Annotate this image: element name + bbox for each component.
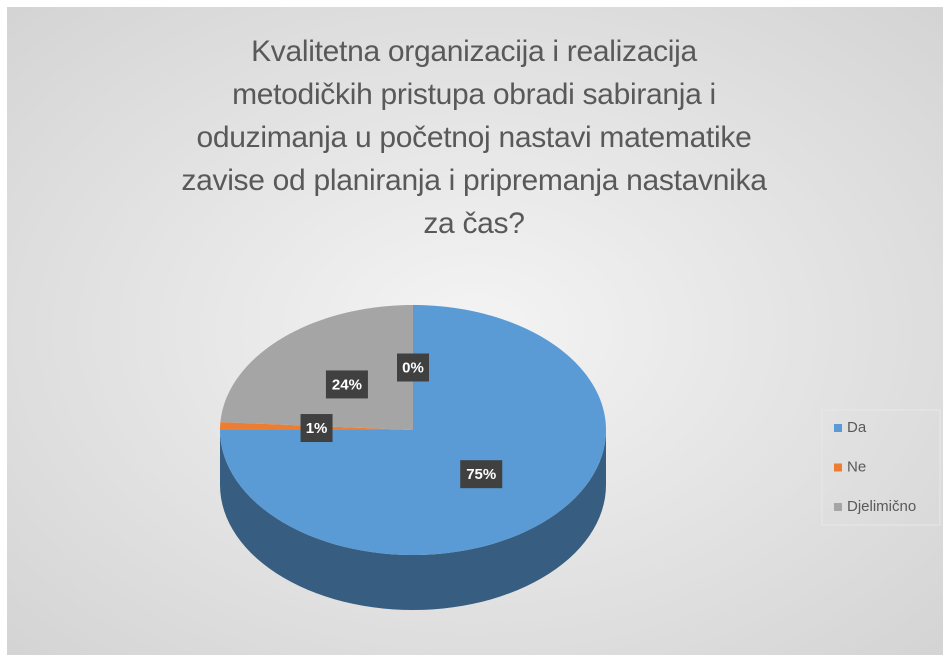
legend-label: Ne (847, 458, 866, 475)
chart-title: Kvalitetna organizacija i realizacija me… (181, 35, 767, 240)
data-label: 24% (332, 376, 362, 393)
data-labels: 75% 1% 24% 0% (300, 353, 503, 489)
data-label-box (460, 460, 503, 489)
data-label: 75% (466, 466, 496, 483)
pie (220, 305, 606, 610)
legend-swatch (834, 463, 842, 472)
pie-side (220, 430, 606, 610)
legend: Da Ne Djelimično (834, 419, 916, 515)
data-label-box (325, 370, 368, 399)
legend-box (821, 409, 941, 526)
legend-swatch (834, 424, 842, 432)
legend-label: Da (847, 419, 867, 436)
legend-swatch (834, 503, 842, 511)
data-label-box (300, 414, 333, 443)
data-label: 1% (306, 420, 328, 437)
data-label-box (397, 353, 429, 382)
legend-label: Djelimično (847, 498, 916, 515)
data-label: 0% (402, 359, 424, 376)
pie-slice (220, 305, 413, 430)
